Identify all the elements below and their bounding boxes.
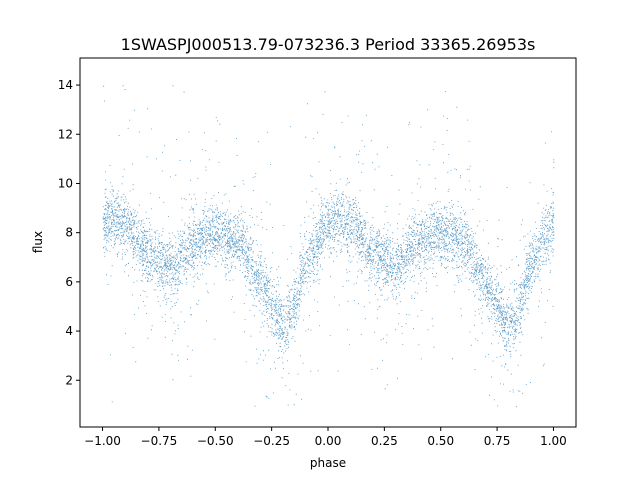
x-tick-label: 0.25 — [371, 434, 398, 448]
y-axis: 2 4 6 8 10 12 14 — [58, 78, 80, 387]
x-axis: −1.00 −0.75 −0.50 −0.25 0.00 0.25 0.50 0.75 1.00 — [84, 427, 567, 448]
x-tick-label: 0.50 — [427, 434, 454, 448]
y-tick-label: 12 — [58, 127, 73, 141]
y-tick-label: 2 — [65, 373, 73, 387]
x-tick-label: −0.50 — [197, 434, 234, 448]
y-tick-label: 4 — [65, 324, 73, 338]
x-tick-label: 0.00 — [315, 434, 342, 448]
x-tick-label: 1.00 — [540, 434, 567, 448]
x-tick-label: 0.75 — [484, 434, 511, 448]
x-axis-label: phase — [310, 456, 346, 470]
scatter-points — [102, 85, 555, 408]
chart-title: 1SWASPJ000513.79-073236.3 Period 33365.2… — [121, 35, 536, 54]
y-tick-label: 10 — [58, 176, 73, 190]
x-tick-label: −1.00 — [84, 434, 121, 448]
y-tick-label: 8 — [65, 226, 73, 240]
y-axis-label: flux — [31, 231, 45, 253]
x-tick-label: −0.25 — [253, 434, 290, 448]
data-points — [102, 85, 555, 408]
y-tick-label: 6 — [65, 275, 73, 289]
x-tick-label: −0.75 — [141, 434, 178, 448]
y-tick-label: 14 — [58, 78, 73, 92]
